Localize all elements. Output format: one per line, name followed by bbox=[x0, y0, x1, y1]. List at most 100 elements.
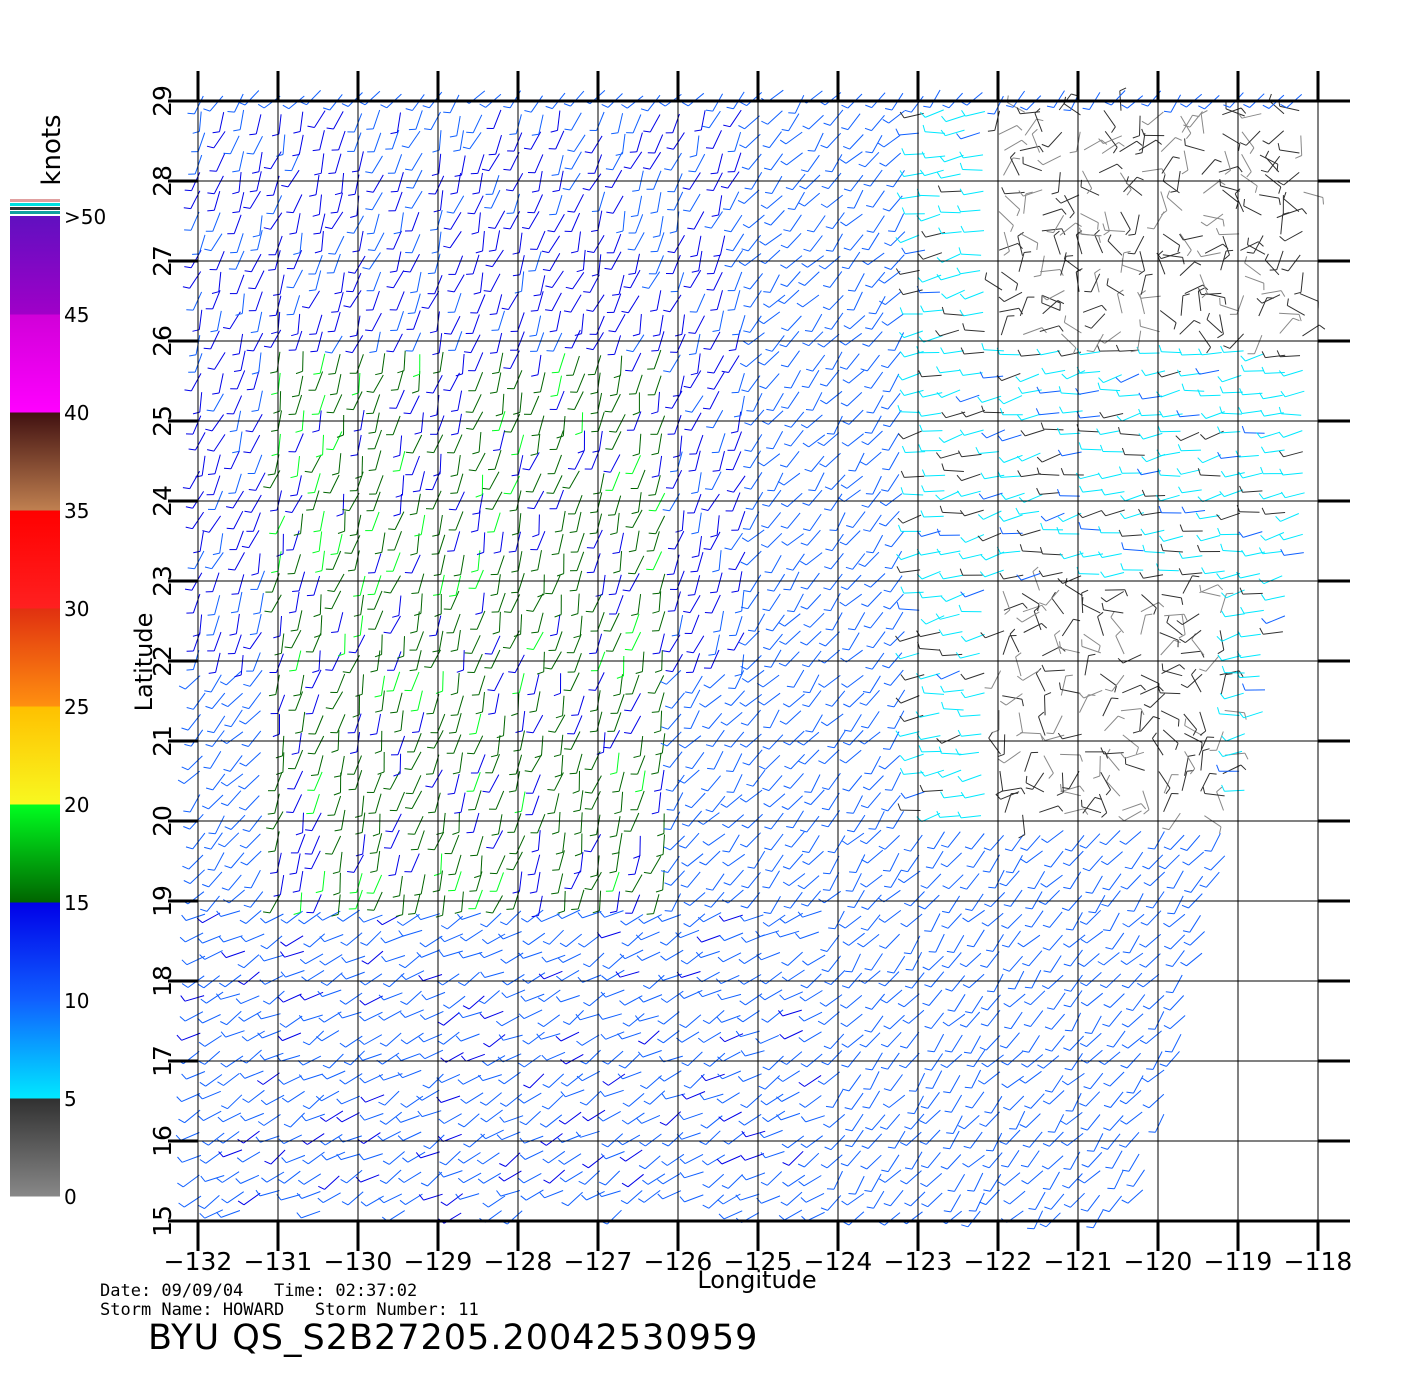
wind-barb bbox=[425, 785, 433, 788]
wind-vector bbox=[188, 854, 204, 870]
wind-vector bbox=[347, 1191, 364, 1206]
wind-vector bbox=[504, 1115, 524, 1123]
wind-barb bbox=[616, 675, 624, 679]
wind-barb bbox=[559, 942, 567, 948]
wind-vector bbox=[1044, 695, 1046, 716]
wind-barb bbox=[360, 942, 368, 946]
wind-vector bbox=[768, 870, 780, 889]
wind-barb bbox=[1176, 468, 1182, 475]
wind-barb bbox=[264, 610, 272, 613]
wind-barb bbox=[1204, 866, 1211, 871]
wind-vector bbox=[847, 1150, 861, 1167]
wind-barb bbox=[724, 744, 732, 748]
wind-barb bbox=[340, 1178, 347, 1184]
wind-vector bbox=[686, 1091, 706, 1100]
wind-barb bbox=[963, 1051, 971, 1054]
wind-barb bbox=[634, 1015, 640, 1022]
wind-barb bbox=[286, 811, 294, 813]
wind-vector bbox=[866, 354, 880, 372]
wind-vector bbox=[829, 294, 844, 311]
wind-vector bbox=[1173, 895, 1184, 915]
wind-barb bbox=[919, 1120, 926, 1125]
wind-vector bbox=[809, 612, 825, 628]
wind-vector bbox=[1094, 272, 1100, 293]
wind-barb bbox=[883, 589, 891, 593]
wind-barb bbox=[1141, 369, 1146, 376]
wind-vector bbox=[344, 633, 346, 654]
wind-barb bbox=[681, 823, 689, 827]
wind-vector bbox=[496, 294, 503, 314]
wind-vector bbox=[948, 874, 964, 890]
wind-barb bbox=[1199, 730, 1207, 736]
wind-barb bbox=[744, 422, 752, 426]
wind-vector bbox=[1022, 550, 1043, 553]
wind-vector bbox=[266, 1094, 285, 1106]
wind-vector bbox=[746, 655, 762, 670]
wind-barb bbox=[1244, 752, 1249, 760]
wind-barb bbox=[175, 1134, 182, 1141]
wind-barb bbox=[466, 831, 474, 834]
wind-barb bbox=[980, 632, 986, 639]
wind-vector bbox=[373, 773, 382, 793]
wind-vector bbox=[1201, 352, 1222, 356]
wind-barb bbox=[279, 951, 286, 958]
wind-vector bbox=[930, 971, 945, 988]
wind-barb bbox=[1042, 1187, 1050, 1190]
wind-vector bbox=[614, 314, 626, 333]
wind-barb bbox=[261, 1177, 268, 1183]
wind-vector bbox=[496, 332, 503, 353]
wind-barb bbox=[202, 883, 209, 888]
wind-vector bbox=[524, 1135, 544, 1144]
wind-barb bbox=[242, 829, 250, 832]
wind-vector bbox=[888, 652, 903, 669]
wind-vector bbox=[528, 452, 540, 471]
wind-vector bbox=[560, 1031, 580, 1042]
wind-vector bbox=[443, 1012, 460, 1026]
wind-barb bbox=[375, 372, 383, 376]
wind-barb bbox=[740, 905, 748, 909]
wind-barb bbox=[1078, 692, 1085, 699]
wind-barb bbox=[760, 544, 768, 548]
wind-vector bbox=[719, 450, 725, 471]
wind-barb bbox=[540, 1141, 547, 1146]
wind-vector bbox=[803, 1011, 823, 1022]
wind-vector bbox=[1161, 351, 1182, 354]
wind-barb bbox=[538, 973, 545, 980]
wind-vector bbox=[243, 971, 260, 985]
wind-vector bbox=[889, 593, 904, 610]
wind-barb bbox=[699, 1141, 707, 1146]
wind-vector bbox=[577, 593, 580, 614]
wind-barb bbox=[640, 1084, 647, 1090]
wind-barb bbox=[345, 350, 353, 354]
wind-vector bbox=[1080, 528, 1102, 531]
wind-vector bbox=[420, 412, 424, 433]
wind-barb bbox=[925, 866, 933, 869]
wind-barb bbox=[981, 343, 985, 350]
wind-barb bbox=[1058, 386, 1062, 394]
wind-vector bbox=[421, 1089, 440, 1101]
wind-barb bbox=[957, 709, 961, 717]
wind-barb bbox=[508, 790, 516, 793]
wind-vector bbox=[644, 1030, 660, 1045]
wind-vector bbox=[667, 855, 680, 873]
wind-vector bbox=[728, 834, 740, 853]
wind-barb bbox=[818, 683, 825, 688]
wind-vector bbox=[808, 835, 820, 853]
wind-barb bbox=[315, 890, 323, 894]
wind-barb bbox=[977, 396, 983, 403]
wind-vector bbox=[620, 791, 624, 812]
wind-barb bbox=[1239, 388, 1243, 395]
wind-vector bbox=[256, 570, 265, 590]
wind-barb bbox=[478, 952, 485, 959]
wind-vector bbox=[1161, 594, 1182, 599]
wind-barb bbox=[447, 550, 455, 552]
wind-vector bbox=[983, 1071, 1001, 1085]
wind-barb bbox=[784, 424, 792, 428]
wind-vector bbox=[579, 1013, 600, 1021]
wind-vector bbox=[965, 672, 985, 680]
wind-vector bbox=[639, 314, 642, 335]
wind-barb bbox=[759, 995, 766, 1001]
wind-barb bbox=[1165, 964, 1173, 967]
wind-vector bbox=[489, 1034, 506, 1048]
wind-barb bbox=[542, 1158, 549, 1164]
